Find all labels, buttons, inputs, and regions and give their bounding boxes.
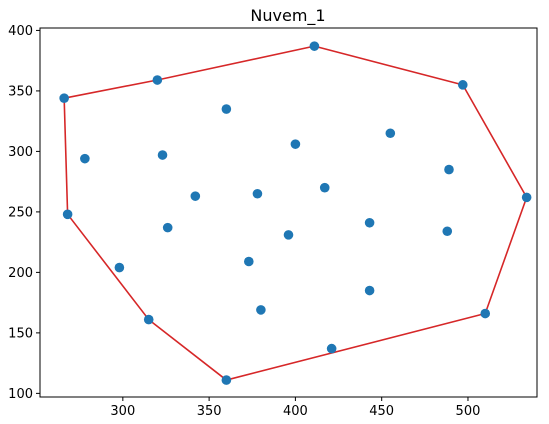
y-tick-label: 100 (8, 387, 33, 402)
data-point (326, 343, 337, 354)
y-tick-label: 350 (8, 84, 33, 99)
axes-layer: 300 350 400 450 500 100 150 200 250 300 350 400 (8, 24, 538, 419)
data-point (364, 285, 375, 296)
x-tick-label: 450 (369, 404, 394, 419)
convex-hull-line (63, 45, 528, 381)
x-tick-label: 400 (283, 404, 308, 419)
data-point (221, 104, 232, 114)
data-point (157, 150, 168, 160)
data-point (521, 192, 532, 203)
data-point (283, 230, 294, 240)
data-point (290, 139, 301, 149)
x-tick-label: 350 (197, 404, 222, 419)
data-point (442, 226, 453, 237)
data-point (319, 182, 330, 193)
y-tick-label: 150 (8, 326, 33, 341)
y-tick-label: 400 (8, 24, 33, 39)
data-point (385, 128, 396, 139)
data-point (221, 375, 232, 385)
data-point (252, 188, 263, 199)
y-tick-label: 250 (8, 205, 33, 220)
data-point (162, 222, 173, 233)
data-point (114, 262, 125, 273)
data-point (364, 217, 375, 228)
hull-layer (63, 45, 528, 381)
x-tick-label: 500 (456, 404, 481, 419)
data-point (143, 314, 154, 325)
data-point (190, 191, 201, 201)
data-point (80, 153, 90, 164)
points-layer (59, 41, 532, 385)
data-point (62, 209, 73, 220)
data-point (444, 164, 454, 175)
data-point (480, 308, 491, 319)
data-point (244, 256, 254, 267)
chart-title: Nuvem_1 (250, 6, 325, 26)
data-point (152, 75, 163, 85)
data-point (457, 80, 468, 90)
data-point (256, 305, 266, 315)
plot-frame (39, 27, 538, 398)
data-point (59, 93, 69, 103)
y-tick-label: 200 (8, 266, 33, 281)
y-tick-label: 300 (8, 145, 33, 160)
x-tick-label: 300 (110, 404, 135, 419)
data-point (309, 41, 320, 51)
